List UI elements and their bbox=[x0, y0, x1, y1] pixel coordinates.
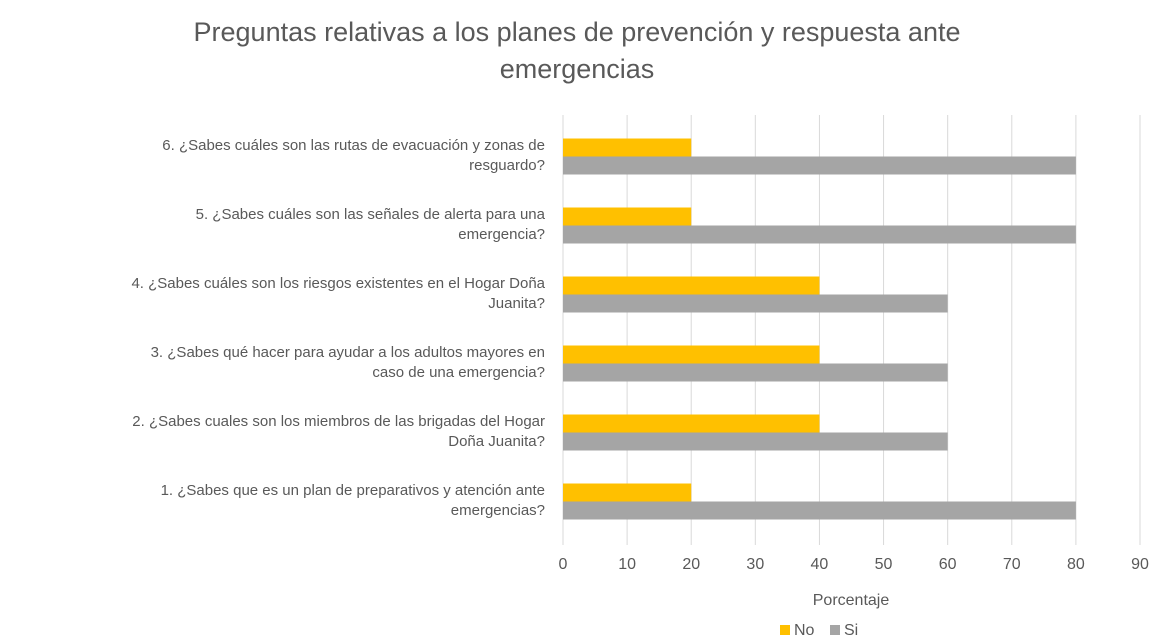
x-tick-label: 90 bbox=[1131, 556, 1149, 573]
legend-label: Si bbox=[844, 622, 858, 639]
y-tick-label: 4. ¿Sabes cuáles son los riesgos existen… bbox=[131, 274, 545, 312]
bar bbox=[563, 345, 820, 364]
legend-swatch bbox=[780, 625, 790, 635]
x-tick-label: 50 bbox=[875, 556, 893, 573]
x-tick-label: 0 bbox=[559, 556, 568, 573]
x-tick-label: 30 bbox=[746, 556, 764, 573]
x-tick-label: 60 bbox=[939, 556, 957, 573]
x-tick-label: 40 bbox=[811, 556, 829, 573]
y-tick-label: 1. ¿Sabes que es un plan de preparativos… bbox=[160, 481, 545, 519]
chart-title: Preguntas relativas a los planes de prev… bbox=[193, 17, 961, 84]
bar bbox=[563, 363, 948, 382]
x-tick-label: 10 bbox=[618, 556, 636, 573]
bar bbox=[563, 207, 692, 226]
x-axis-label: Porcentaje bbox=[813, 592, 890, 609]
bar bbox=[563, 138, 692, 157]
y-tick-label: 2. ¿Sabes cuales son los miembros de las… bbox=[132, 412, 545, 450]
x-tick-label: 80 bbox=[1067, 556, 1085, 573]
x-tick-label: 70 bbox=[1003, 556, 1021, 573]
y-tick-label: 3. ¿Sabes qué hacer para ayudar a los ad… bbox=[150, 343, 545, 381]
legend-label: No bbox=[794, 622, 815, 639]
bar bbox=[563, 501, 1076, 520]
bar bbox=[563, 276, 820, 295]
bar bbox=[563, 483, 692, 502]
bar bbox=[563, 432, 948, 451]
bar bbox=[563, 294, 948, 313]
y-tick-label: 5. ¿Sabes cuáles son las señales de aler… bbox=[195, 205, 545, 243]
bar bbox=[563, 414, 820, 433]
bar bbox=[563, 225, 1076, 244]
bar bbox=[563, 156, 1076, 175]
x-tick-label: 20 bbox=[682, 556, 700, 573]
legend-swatch bbox=[830, 625, 840, 635]
y-tick-label: 6. ¿Sabes cuáles son las rutas de evacua… bbox=[162, 136, 545, 174]
